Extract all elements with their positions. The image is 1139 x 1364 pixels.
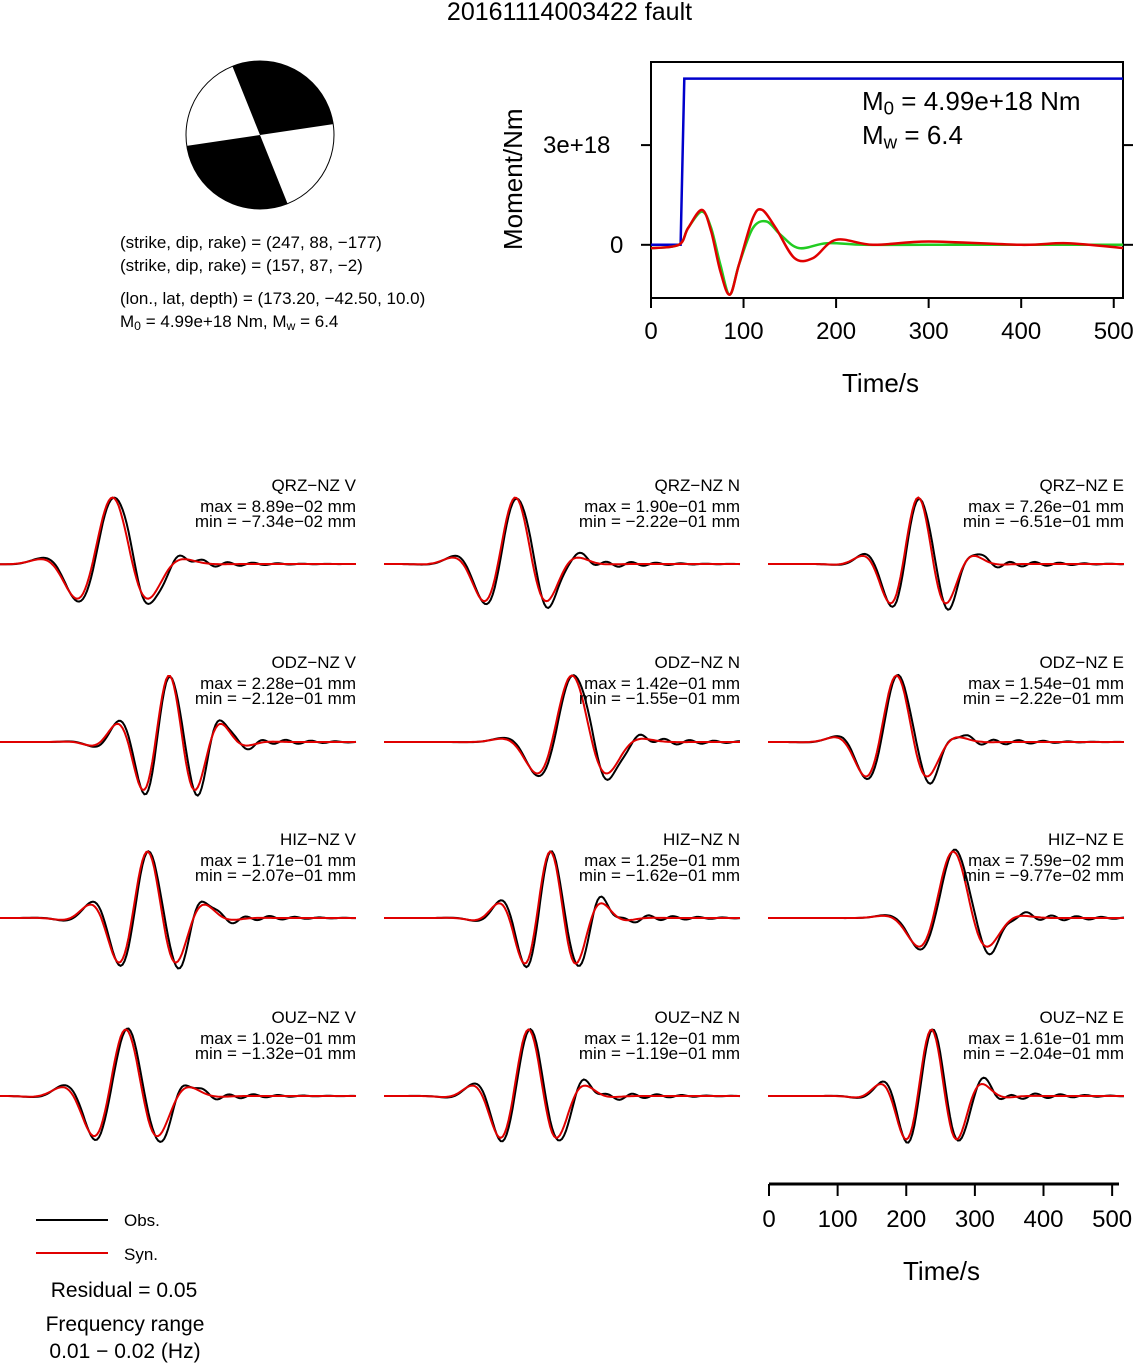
syn-trace bbox=[384, 496, 740, 603]
residual-text: Residual = 0.05 bbox=[50, 1279, 198, 1302]
station-max: max = 1.42e−01 mm bbox=[584, 674, 740, 693]
station-label: HIZ−NZ N bbox=[663, 830, 740, 849]
station-min: min = −1.32e−01 mm bbox=[194, 1044, 356, 1063]
stf-mw-value: = 6.4 bbox=[897, 120, 963, 150]
station-label: ODZ−NZ N bbox=[654, 653, 740, 672]
station-label: OUZ−NZ N bbox=[654, 1008, 740, 1027]
stf-xtick-label: 300 bbox=[908, 318, 949, 345]
beachball-icon bbox=[185, 60, 335, 210]
plane1-text: (strike, dip, rake) = (247, 88, −177) bbox=[120, 233, 382, 252]
station-max: max = 1.71e−01 mm bbox=[200, 851, 356, 870]
syn-trace bbox=[768, 674, 1124, 778]
m0-mid: = 4.99e+18 Nm, M bbox=[140, 312, 287, 331]
moment-rate-red-line bbox=[650, 208, 1124, 296]
stf-xlabel: Time/s bbox=[842, 368, 920, 398]
station-label: QRZ−NZ N bbox=[654, 476, 740, 495]
m0-sub: 0 bbox=[134, 319, 141, 334]
station-min: min = −2.22e−01 mm bbox=[962, 689, 1124, 708]
stf-m0-prefix: M bbox=[862, 86, 884, 116]
stf-xtick-label: 100 bbox=[723, 318, 764, 345]
station-label: OUZ−NZ V bbox=[271, 1008, 356, 1027]
figure-title: 20161114003422 fault bbox=[446, 0, 693, 26]
syn-trace bbox=[384, 850, 740, 965]
station-max: max = 1.25e−01 mm bbox=[584, 851, 740, 870]
station-max: max = 2.28e−01 mm bbox=[200, 674, 356, 693]
stf-ylabel: Moment/Nm bbox=[498, 108, 528, 250]
stf-xtick-label: 400 bbox=[1001, 318, 1042, 345]
waveform-axis bbox=[768, 1182, 1119, 1196]
stf-m0-label: M0 = 4.99e+18 Nm bbox=[862, 86, 1081, 120]
syn-trace bbox=[0, 850, 356, 964]
location-text: (lon., lat, depth) = (173.20, −42.50, 10… bbox=[120, 289, 426, 308]
frequency-value: 0.01 − 0.02 (Hz) bbox=[49, 1340, 201, 1363]
plane2-text: (strike, dip, rake) = (157, 87, −2) bbox=[120, 256, 363, 275]
mw-sub: w bbox=[286, 319, 296, 334]
station-max: max = 7.59e−02 mm bbox=[968, 851, 1124, 870]
syn-trace bbox=[768, 1028, 1124, 1141]
station-max: max = 1.02e−01 mm bbox=[200, 1029, 356, 1048]
station-min: min = −6.51e−01 mm bbox=[962, 512, 1124, 531]
station-label: HIZ−NZ E bbox=[1047, 830, 1124, 849]
moment-curve bbox=[651, 77, 1123, 247]
station-min: min = −2.22e−01 mm bbox=[578, 512, 740, 531]
beachball-quadrant bbox=[186, 135, 288, 210]
station-min: min = −2.07e−01 mm bbox=[194, 866, 356, 885]
station-max: max = 1.61e−01 mm bbox=[968, 1029, 1124, 1048]
station-max: max = 8.89e−02 mm bbox=[200, 497, 356, 516]
moment-rate-green-line bbox=[650, 210, 1123, 296]
moment-chart bbox=[641, 61, 1133, 308]
station-label: ODZ−NZ E bbox=[1039, 653, 1124, 672]
syn-trace bbox=[0, 675, 356, 791]
waveform-xlabel: Time/s bbox=[903, 1256, 981, 1286]
station-max: max = 1.54e−01 mm bbox=[968, 674, 1124, 693]
station-label: QRZ−NZ E bbox=[1039, 476, 1124, 495]
stf-plot-frame bbox=[650, 61, 1124, 299]
syn-trace bbox=[384, 674, 740, 775]
syn-trace bbox=[0, 496, 356, 600]
waveform-grid bbox=[0, 496, 1125, 1144]
waveform-xtick-label: 500 bbox=[1092, 1206, 1133, 1233]
stf-ytick-3e18: 3e+18 bbox=[543, 132, 611, 159]
station-max: max = 1.12e−01 mm bbox=[584, 1029, 740, 1048]
stf-ytick-0: 0 bbox=[610, 232, 624, 259]
station-label: ODZ−NZ V bbox=[271, 653, 356, 672]
legend-syn-label: Syn. bbox=[124, 1245, 159, 1264]
stf-m0-sub: 0 bbox=[883, 97, 895, 119]
moment-summary: M0 = 4.99e+18 Nm, Mw = 6.4 bbox=[120, 311, 338, 337]
syn-trace bbox=[768, 850, 1124, 948]
station-max: max = 1.90e−01 mm bbox=[584, 497, 740, 516]
m0-prefix: M bbox=[120, 312, 135, 331]
station-label: OUZ−NZ E bbox=[1039, 1008, 1124, 1027]
station-min: min = −2.04e−01 mm bbox=[962, 1044, 1124, 1063]
stf-mw-sub: w bbox=[883, 131, 898, 153]
waveform-xtick-label: 300 bbox=[954, 1206, 995, 1233]
station-min: min = −9.77e−02 mm bbox=[962, 866, 1124, 885]
waveform-xtick-label: 100 bbox=[817, 1206, 858, 1233]
stf-mw-label: Mw = 6.4 bbox=[862, 120, 963, 154]
beachball-quadrant bbox=[232, 60, 334, 135]
station-min: min = −2.12e−01 mm bbox=[194, 689, 356, 708]
station-min: min = −7.34e−02 mm bbox=[194, 512, 356, 531]
waveform-xtick-label: 0 bbox=[762, 1206, 776, 1233]
stf-xtick-label: 500 bbox=[1093, 318, 1134, 345]
syn-trace bbox=[0, 1028, 356, 1138]
legend-obs-label: Obs. bbox=[124, 1211, 160, 1230]
frequency-label: Frequency range bbox=[45, 1313, 205, 1336]
station-min: min = −1.19e−01 mm bbox=[578, 1044, 740, 1063]
station-min: min = −1.62e−01 mm bbox=[578, 866, 740, 885]
stf-xtick-label: 200 bbox=[816, 318, 857, 345]
stf-m0-value: = 4.99e+18 Nm bbox=[894, 86, 1081, 116]
syn-trace bbox=[768, 496, 1124, 605]
mw-suffix: = 6.4 bbox=[295, 312, 339, 331]
station-min: min = −1.55e−01 mm bbox=[578, 689, 740, 708]
stf-mw-prefix: M bbox=[862, 120, 884, 150]
station-max: max = 7.26e−01 mm bbox=[968, 497, 1124, 516]
stf-xtick-label: 0 bbox=[644, 318, 658, 345]
legend-lines bbox=[36, 1219, 108, 1254]
station-label: QRZ−NZ V bbox=[271, 476, 356, 495]
syn-trace bbox=[384, 1028, 740, 1140]
waveform-xtick-label: 400 bbox=[1023, 1206, 1064, 1233]
station-label: HIZ−NZ V bbox=[279, 830, 356, 849]
waveform-xtick-label: 200 bbox=[886, 1206, 927, 1233]
